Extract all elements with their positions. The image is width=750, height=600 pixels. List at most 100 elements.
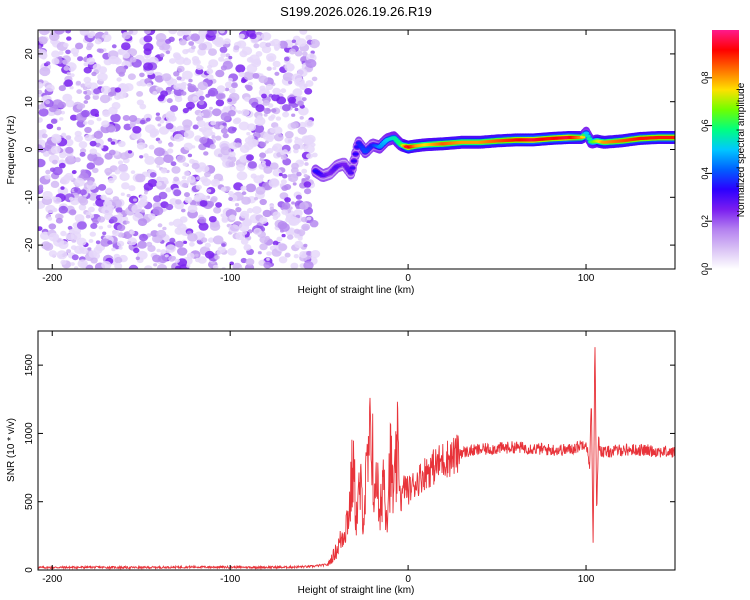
- noise-speck: [228, 224, 240, 234]
- noise-speck: [292, 182, 297, 186]
- noise-speck: [84, 95, 91, 101]
- noise-speck: [231, 106, 237, 111]
- noise-speck: [187, 84, 197, 92]
- noise-speck: [89, 148, 98, 155]
- noise-speck: [197, 256, 207, 264]
- noise-speck: [175, 265, 182, 269]
- noise-speck: [193, 195, 202, 202]
- spectrogram-x-label: Height of straight line (km): [298, 285, 415, 296]
- noise-speck: [294, 240, 304, 249]
- noise-speck: [127, 237, 137, 246]
- noise-speck: [87, 247, 92, 251]
- noise-speck: [282, 111, 290, 118]
- noise-speck: [259, 236, 268, 244]
- noise-speck: [201, 195, 208, 201]
- noise-speck: [144, 265, 153, 269]
- noise-speck: [235, 207, 242, 213]
- noise-speck: [273, 244, 278, 249]
- noise-speck: [42, 190, 53, 200]
- noise-speck: [198, 216, 207, 224]
- noise-speck: [71, 254, 79, 261]
- noise-speck: [82, 86, 88, 91]
- noise-speck: [198, 43, 207, 51]
- noise-speck: [156, 248, 161, 253]
- noise-speck: [186, 36, 192, 41]
- noise-speck: [128, 115, 138, 122]
- noise-speck: [129, 56, 137, 63]
- noise-speck: [120, 152, 130, 160]
- noise-speck: [130, 170, 136, 175]
- noise-speck: [121, 60, 131, 69]
- noise-speck: [67, 225, 73, 230]
- noise-speck: [267, 55, 275, 62]
- noise-speck: [179, 85, 186, 90]
- noise-speck: [232, 118, 241, 125]
- noise-speck: [65, 30, 71, 34]
- noise-speck: [133, 247, 140, 254]
- noise-speck: [174, 96, 183, 103]
- signal-track-point: [584, 134, 591, 138]
- noise-speck: [276, 236, 283, 242]
- noise-speck: [165, 203, 174, 211]
- noise-speck: [176, 65, 185, 73]
- noise-speck: [255, 104, 265, 112]
- noise-speck: [58, 254, 63, 258]
- snr-y-label: SNR (10 * v/v): [6, 418, 17, 482]
- noise-speck: [79, 30, 90, 36]
- noise-speck: [234, 142, 242, 148]
- noise-speck: [147, 213, 156, 220]
- x-tick-label: -100: [220, 273, 240, 284]
- noise-speck: [251, 206, 262, 215]
- noise-speck: [168, 221, 174, 226]
- noise-speck: [76, 221, 87, 230]
- noise-speck: [91, 71, 97, 77]
- noise-speck: [55, 217, 63, 224]
- noise-speck: [66, 36, 72, 41]
- x-tick-label: -100: [220, 574, 240, 585]
- noise-speck: [195, 176, 201, 181]
- noise-speck: [128, 185, 136, 192]
- noise-speck: [238, 121, 250, 131]
- noise-speck: [246, 154, 254, 161]
- noise-speck: [265, 42, 271, 48]
- noise-speck: [220, 52, 227, 58]
- noise-speck: [65, 99, 75, 108]
- noise-speck: [121, 42, 131, 51]
- noise-speck: [86, 180, 94, 186]
- signal-track-point: [586, 137, 593, 141]
- noise-speck: [206, 189, 212, 193]
- noise-speck: [126, 193, 131, 198]
- noise-speck: [291, 162, 299, 170]
- noise-speck: [168, 30, 178, 35]
- noise-speck: [189, 241, 195, 247]
- snr-panel: -200 -100 0 100 0 500 1000 1500 Height of stra…: [6, 330, 676, 596]
- noise-speck: [63, 42, 69, 48]
- noise-speck: [173, 71, 180, 77]
- noise-speck: [192, 58, 201, 66]
- noise-speck: [83, 121, 88, 125]
- noise-speck: [246, 207, 254, 214]
- noise-speck: [201, 178, 212, 187]
- noise-speck: [154, 75, 164, 83]
- noise-speck: [247, 81, 253, 86]
- noise-speck: [284, 252, 291, 258]
- noise-speck: [221, 243, 226, 247]
- noise-speck: [69, 73, 75, 78]
- noise-speck: [99, 94, 111, 104]
- colorbar-tick-label: 0.2: [700, 215, 710, 228]
- y-tick-label: 1000: [24, 422, 35, 445]
- noise-speck: [284, 184, 292, 190]
- noise-speck: [43, 151, 50, 157]
- noise-speck: [227, 247, 237, 256]
- noise-speck: [59, 117, 64, 121]
- x-tick-label: 0: [405, 273, 411, 284]
- noise-speck: [121, 182, 130, 190]
- colorbar-label: Normalized spectral amplitude: [736, 82, 747, 217]
- noise-speck: [228, 77, 233, 82]
- noise-speck: [240, 185, 247, 191]
- noise-speck: [224, 87, 230, 92]
- signal-track-point: [349, 166, 356, 170]
- noise-speck: [148, 144, 155, 150]
- noise-speck: [266, 147, 274, 154]
